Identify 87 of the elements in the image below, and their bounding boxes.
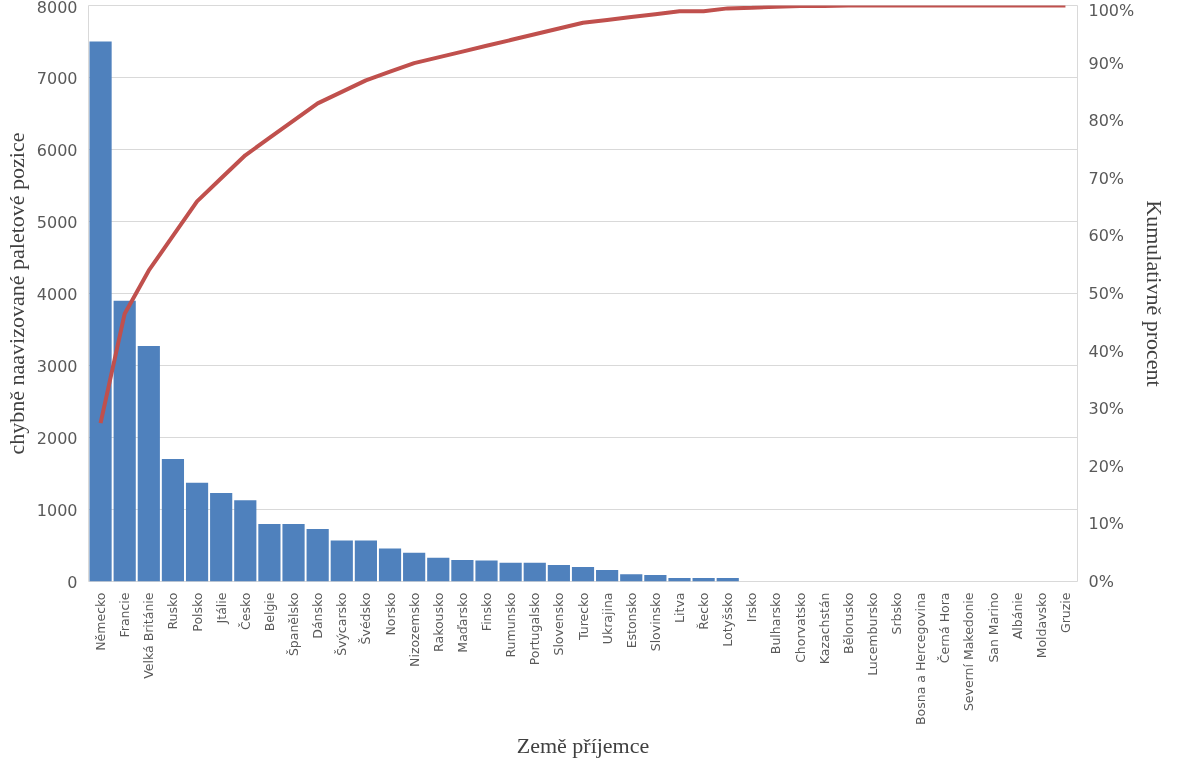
bar [210, 492, 233, 582]
y-tick-label: 7000 [36, 68, 78, 88]
y-tick-label: 3000 [36, 356, 78, 376]
bar [451, 559, 474, 582]
y2-tick-label: 30% [1088, 399, 1125, 419]
x-tick-label: Nizozemsko [406, 592, 422, 667]
x-axis-title: Země příjemce [516, 732, 650, 758]
bar [306, 528, 329, 582]
line-series [98, 5, 1068, 426]
bar [234, 500, 257, 582]
bar [185, 482, 209, 582]
x-tick-label: Maďarsko [454, 592, 470, 653]
x-tick-label: San Marino [985, 592, 1001, 663]
x-tick-label: Švýcarsko [334, 592, 350, 656]
x-tick-label: Irsko [744, 592, 760, 623]
x-tick-label: Severní Makedonie [961, 592, 977, 712]
x-tick-label: Lotyšsko [720, 592, 736, 647]
x-tick-label: Portugalsko [527, 592, 543, 666]
y2-tick-label: 40% [1088, 341, 1125, 361]
x-tick-label: Gruzie [1057, 592, 1073, 633]
y-tick-label: 2000 [36, 428, 78, 448]
bar [427, 557, 450, 582]
x-tick-label: Srbsko [889, 592, 905, 635]
bar [137, 346, 160, 582]
x-tick-label: Francie [117, 592, 133, 638]
x-tick-label: Turecko [575, 592, 591, 642]
x-tick-label: Moldavsko [1033, 592, 1049, 659]
x-tick-label: Norsko [382, 592, 398, 636]
x-tick-label: Řecko [696, 592, 712, 630]
bar [523, 562, 546, 582]
y2-tick-label: 10% [1088, 514, 1125, 534]
bar [499, 562, 522, 582]
x-tick-label: Velká Británie [141, 592, 157, 679]
x-tick-label: Bosna a Hercegovina [913, 592, 929, 725]
x-tick-label: Slovinsko [647, 592, 663, 652]
y2-tick-label: 20% [1088, 456, 1125, 476]
y-tick-label: 1000 [36, 500, 78, 520]
y2-tick-label: 60% [1088, 226, 1125, 246]
x-tick-label: Polsko [189, 592, 205, 632]
x-tick-label: Švédsko [358, 592, 374, 645]
x-tick-label: Belgie [261, 592, 277, 632]
x-tick-label: Finsko [479, 592, 495, 632]
x-tick-label: Německo [93, 592, 109, 651]
bar [571, 567, 595, 582]
y-tick-label: 5000 [36, 212, 78, 232]
y-tick-label: 8000 [36, 0, 78, 17]
y2-tick-label: 100% [1088, 0, 1135, 20]
bar [113, 300, 136, 582]
x-tick-label: Litva [671, 592, 687, 623]
y2-tick-label: 80% [1088, 111, 1125, 131]
y2-tick-label: 90% [1088, 53, 1125, 73]
x-tick-label: Česko [237, 592, 253, 630]
x-tick-label: Bělorusko [840, 592, 856, 654]
bar [475, 560, 498, 582]
x-tick-label: Estonsko [623, 592, 639, 649]
x-tick-label: Španělsko [286, 592, 302, 657]
bar [330, 540, 353, 582]
y2-tick-label: 50% [1088, 284, 1125, 303]
bar [403, 552, 426, 582]
x-tick-label: Ukrajina [599, 592, 615, 645]
x-tick-label: Kazachstán [816, 592, 832, 665]
y2-tick-label: 0% [1088, 572, 1114, 591]
x-tick-label: Jtálie [213, 592, 229, 625]
x-tick-label: Rakousko [430, 592, 446, 652]
bar [547, 564, 570, 582]
x-tick-label: Rusko [165, 592, 181, 630]
y-tick-label: 6000 [36, 140, 78, 160]
y2-tick-label: 70% [1088, 168, 1125, 188]
bar [89, 41, 112, 582]
y-tick-label: 4000 [36, 284, 78, 304]
x-tick-label: Lucembursko [864, 592, 880, 676]
y2-axis-title: Kumulativně procent [1142, 200, 1168, 387]
bar [378, 548, 402, 582]
bar [644, 575, 667, 582]
x-tick-label: Černá Hora [937, 592, 953, 664]
y-tick-label: 0 [67, 572, 78, 592]
x-tick-label: Chorvatsko [792, 592, 808, 663]
x-tick-label: Dánsko [310, 592, 326, 639]
bar [354, 540, 377, 582]
bar [161, 459, 185, 582]
x-tick-label: Slovensko [551, 592, 567, 656]
x-tick-label: Rumunsko [503, 592, 519, 658]
y-axis-title: chybně naavizované paletové pozice [3, 132, 29, 455]
x-tick-label: Albánie [1009, 592, 1025, 640]
bar [620, 574, 643, 582]
x-tick-label: Bulharsko [768, 592, 784, 655]
bar [596, 569, 619, 582]
